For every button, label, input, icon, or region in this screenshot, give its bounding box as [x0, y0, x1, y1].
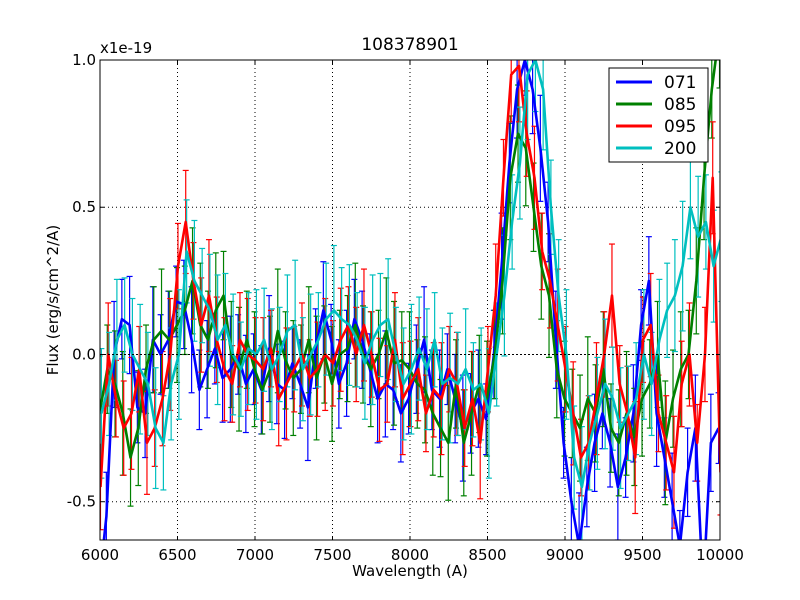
legend-box [608, 67, 709, 163]
x-axis-label: Wavelength (A) [352, 562, 468, 580]
x-tick-label: 7500 [313, 546, 351, 564]
offset-label: x1e-19 [100, 39, 152, 57]
legend-label-085: 085 [664, 95, 696, 115]
x-tick-label: 7000 [236, 546, 274, 564]
legend-label-071: 071 [664, 73, 696, 93]
y-tick-label: 0.0 [72, 345, 96, 363]
chart-title: 108378901 [361, 35, 458, 55]
series-071-line [102, 60, 720, 540]
axis-ticks: 6000 6500 7000 7500 8000 8500 9000 9500 10000 -0.… [67, 51, 744, 564]
x-tick-label: 6500 [158, 546, 196, 564]
y-tick-label: 1.0 [72, 51, 96, 69]
y-tick-label: -0.5 [67, 493, 96, 511]
legend-label-095: 095 [664, 117, 696, 137]
x-tick-label: 6000 [81, 546, 119, 564]
series-200-line [100, 60, 720, 489]
y-axis-label: Flux (erg/s/cm^2/A) [44, 225, 62, 376]
x-tick-label: 8000 [391, 546, 429, 564]
x-tick-label: 9000 [546, 546, 584, 564]
x-tick-label: 10000 [696, 546, 744, 564]
y-tick-label: 0.5 [72, 198, 96, 216]
series-085-line [100, 60, 717, 459]
x-tick-label: 9500 [623, 546, 661, 564]
legend-label-200: 200 [664, 139, 696, 159]
x-tick-label: 8500 [468, 546, 506, 564]
